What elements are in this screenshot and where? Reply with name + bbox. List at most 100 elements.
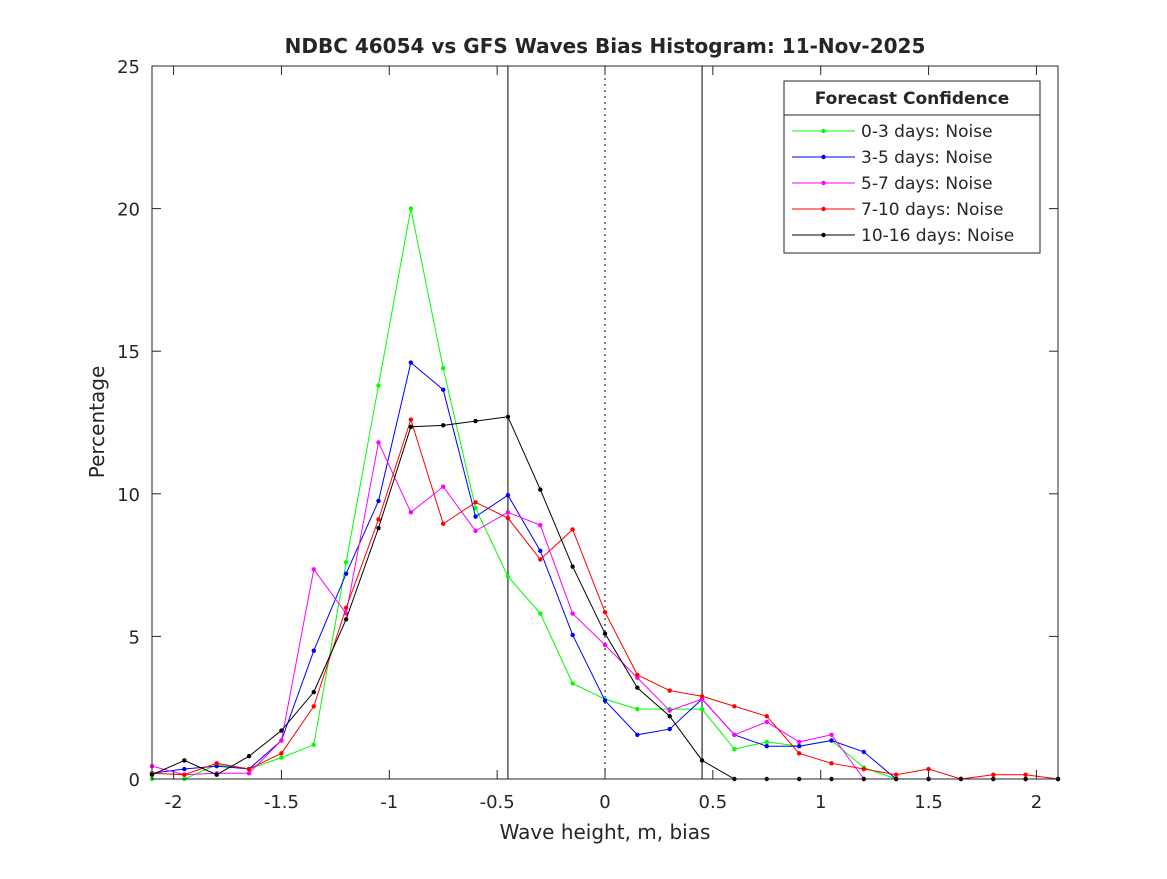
data-point-7-10-days: [894, 772, 899, 777]
data-point-5-7-days: [829, 732, 834, 737]
legend-entry-5-7-days: 5-7 days: Noise: [792, 174, 993, 194]
legend-entry-3-5-days: 3-5 days: Noise: [792, 148, 993, 168]
data-point-10-16-days: [570, 564, 575, 569]
x-axis-label: Wave height, m, bias: [500, 820, 711, 844]
data-point-3-5-days: [635, 732, 640, 737]
data-point-0-3-days: [343, 560, 349, 565]
legend-entry-7-10-days: 7-10 days: Noise: [792, 200, 1003, 220]
legend-entry-10-16-days: 10-16 days: Noise: [792, 226, 1014, 246]
data-point-10-16-days: [667, 714, 672, 719]
data-point-7-10-days: [861, 766, 867, 772]
data-point-0-3-days: [538, 611, 543, 616]
data-point-5-7-days: [408, 510, 414, 515]
data-point-0-3-days: [408, 206, 414, 211]
data-point-3-5-days: [182, 766, 187, 772]
data-point-0-3-days: [764, 739, 769, 745]
chart-title: NDBC 46054 vs GFS Waves Bias Histogram: …: [285, 34, 926, 58]
y-tick-label: 10: [117, 485, 140, 506]
data-point-10-16-days: [505, 414, 511, 419]
data-point-0-3-days: [473, 505, 478, 511]
data-point-10-16-days: [376, 525, 381, 531]
data-point-3-5-days: [861, 749, 867, 755]
legend-label: 5-7 days: Noise: [861, 174, 993, 194]
data-point-3-5-days: [602, 698, 608, 703]
data-point-0-3-days: [635, 706, 640, 712]
data-point-10-16-days: [635, 685, 640, 690]
y-tick-label: 5: [129, 627, 140, 648]
data-point-5-7-days: [279, 738, 284, 743]
data-point-3-5-days: [764, 744, 769, 749]
data-point-5-7-days: [473, 528, 478, 534]
data-point-5-7-days: [667, 708, 672, 713]
data-point-5-7-days: [538, 522, 543, 528]
data-point-3-5-days: [311, 648, 316, 653]
data-point-7-10-days: [538, 557, 543, 562]
data-point-10-16-days: [473, 418, 478, 424]
y-tick-label: 25: [117, 57, 140, 78]
data-point-7-10-days: [214, 761, 219, 766]
data-point-3-5-days: [473, 514, 478, 519]
legend-swatch-marker: [821, 232, 826, 238]
legend-swatch-marker: [821, 180, 826, 186]
data-point-7-10-days: [829, 761, 834, 766]
data-point-7-10-days: [505, 515, 511, 521]
data-point-10-16-days: [538, 487, 543, 492]
legend-swatch-marker: [821, 128, 826, 134]
data-point-0-3-days: [441, 366, 446, 371]
x-tick-label: -1.5: [264, 792, 299, 813]
x-tick-label: 2: [1031, 792, 1042, 813]
x-tick-label: 1: [815, 792, 826, 813]
data-point-10-16-days: [246, 753, 252, 759]
data-point-7-10-days: [246, 766, 252, 772]
data-point-5-7-days: [505, 510, 511, 515]
data-point-3-5-days: [570, 632, 575, 638]
data-point-10-16-days: [343, 617, 349, 622]
data-point-0-3-days: [570, 681, 575, 686]
data-point-7-10-days: [991, 772, 996, 777]
data-point-10-16-days: [311, 689, 316, 695]
data-point-5-7-days: [732, 732, 737, 737]
data-point-3-5-days: [829, 738, 834, 743]
data-point-7-10-days: [279, 751, 284, 756]
data-point-7-10-days: [602, 609, 608, 615]
legend-label: 0-3 days: Noise: [861, 122, 993, 142]
data-point-7-10-days: [376, 517, 381, 522]
x-tick-label: -1: [380, 792, 398, 813]
data-point-7-10-days: [699, 694, 705, 699]
data-point-3-5-days: [667, 726, 672, 732]
data-point-0-3-days: [279, 755, 284, 760]
data-point-10-16-days: [214, 772, 219, 777]
data-point-5-7-days: [570, 611, 575, 616]
legend-label: 10-16 days: Noise: [861, 226, 1014, 246]
legend: Forecast Confidence 0-3 days: Noise 3-5 d…: [783, 80, 1041, 254]
y-tick-label: 15: [117, 342, 140, 363]
data-point-0-3-days: [376, 383, 381, 388]
y-tick-label: 0: [129, 770, 140, 791]
x-tick-label: -0.5: [480, 792, 515, 813]
data-point-7-10-days: [1023, 772, 1028, 777]
data-point-0-3-days: [505, 574, 511, 579]
y-tick-label: 20: [117, 200, 140, 221]
data-point-7-10-days: [311, 704, 316, 709]
data-point-7-10-days: [635, 672, 640, 678]
legend-title: Forecast Confidence: [815, 89, 1010, 109]
data-point-3-5-days: [408, 360, 414, 365]
data-point-0-3-days: [699, 706, 705, 712]
data-point-7-10-days: [796, 751, 802, 756]
data-point-5-7-days: [796, 739, 802, 745]
data-point-3-5-days: [343, 571, 349, 576]
data-point-7-10-days: [441, 521, 446, 526]
data-point-5-7-days: [764, 719, 769, 725]
data-point-7-10-days: [764, 714, 769, 719]
legend-box: [783, 80, 1041, 254]
data-point-5-7-days: [246, 771, 252, 776]
x-tick-label: -2: [165, 792, 183, 813]
data-point-5-7-days: [441, 484, 446, 489]
legend-swatch-marker: [821, 206, 826, 212]
data-point-7-10-days: [570, 527, 575, 532]
data-point-7-10-days: [926, 766, 931, 772]
data-point-7-10-days: [732, 704, 737, 709]
data-point-10-16-days: [279, 728, 284, 733]
